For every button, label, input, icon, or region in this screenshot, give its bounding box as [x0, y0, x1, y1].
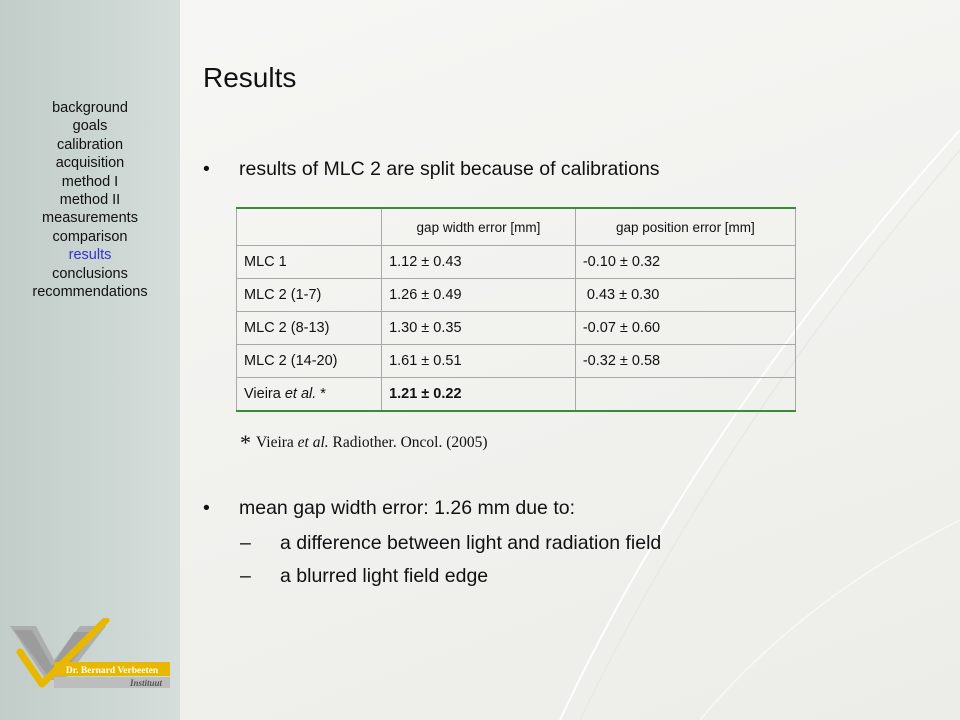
sub-bullet-light-radiation: – a difference between light and radiati…: [240, 532, 661, 555]
table-cell: 1.61 ± 0.51: [381, 344, 576, 378]
footnote-star: *: [240, 430, 251, 455]
footnote-italic: et al.: [297, 434, 329, 451]
slide-title: Results: [203, 62, 297, 93]
bullet-mean-error: • mean gap width error: 1.26 mm due to:: [203, 497, 575, 520]
table-cell: MLC 2 (1-7): [235, 278, 383, 312]
bullet-symbol: •: [203, 497, 210, 519]
bullet-calibrations: • results of MLC 2 are split because of …: [203, 158, 660, 181]
table-cell: 1.21 ± 0.22: [381, 377, 576, 412]
nav-item-method-1[interactable]: method I: [61, 173, 119, 190]
nav-item-background[interactable]: background: [52, 100, 128, 116]
table-cell: 1.26 ± 0.49: [381, 278, 576, 312]
results-table: gap width error [mm] gap position error …: [235, 207, 797, 412]
nav-item-method-2[interactable]: method II: [59, 192, 121, 209]
vieira-label-suffix: *: [316, 386, 326, 402]
nav-item-recommendations[interactable]: recommendations: [32, 284, 148, 301]
dash-symbol: –: [240, 532, 251, 554]
table-cell: MLC 1: [235, 245, 383, 279]
table-row: MLC 2 (14-20) 1.61 ± 0.51 -0.32 ± 0.58: [235, 344, 797, 378]
vieira-label-italic: et al.: [284, 386, 317, 402]
bullet-text: mean gap width error: 1.26 mm due to:: [239, 497, 576, 519]
sub-bullet-text: a difference between light and radiation…: [280, 532, 662, 554]
table-row: MLC 2 (8-13) 1.30 ± 0.35 -0.07 ± 0.60: [235, 311, 797, 345]
table-header-cell: gap position error [mm]: [574, 207, 797, 246]
table-header-cell: gap width error [mm]: [381, 207, 576, 246]
nav-item-measurements[interactable]: measurements: [42, 210, 138, 227]
table-cell: Vieira et al. *: [235, 377, 383, 412]
footnote-source: Radiother. Oncol. (2005): [328, 434, 488, 451]
table-header-row: gap width error [mm] gap position error …: [235, 207, 797, 246]
table-cell: MLC 2 (8-13): [235, 311, 383, 345]
table-row: MLC 2 (1-7) 1.26 ± 0.49 0.43 ± 0.30: [235, 278, 797, 312]
table-cell: 1.30 ± 0.35: [381, 311, 576, 345]
section-nav: background goals calibration acquisition…: [0, 99, 180, 301]
table-cell: -0.07 ± 0.60: [574, 311, 797, 345]
table-cell: 1.12 ± 0.43: [381, 245, 576, 279]
nav-item-results[interactable]: results: [68, 247, 112, 264]
footnote-author: Vieira: [256, 434, 298, 451]
institute-logo: Dr. Bernard Verbeeten Instituut: [10, 618, 170, 688]
table-cell: [574, 377, 797, 412]
table-header-cell: [235, 207, 383, 246]
table-row: MLC 1 1.12 ± 0.43 -0.10 ± 0.32: [235, 245, 797, 279]
sidebar: background goals calibration acquisition…: [0, 0, 180, 720]
bullet-text: results of MLC 2 are split because of ca…: [239, 158, 660, 180]
nav-item-goals[interactable]: goals: [72, 118, 108, 135]
dash-symbol: –: [240, 565, 251, 587]
nav-item-conclusions[interactable]: conclusions: [52, 265, 128, 282]
table-cell: MLC 2 (14-20): [235, 344, 383, 378]
nav-item-acquisition[interactable]: acquisition: [55, 155, 125, 172]
reference-footnote: * Vieira et al. Radiother. Oncol. (2005): [240, 430, 488, 456]
vieira-label-prefix: Vieira: [244, 386, 285, 402]
logo-name-text: Dr. Bernard Verbeeten: [66, 666, 159, 676]
sub-bullet-text: a blurred light field edge: [280, 565, 489, 587]
nav-item-calibration[interactable]: calibration: [56, 136, 124, 153]
nav-item-comparison[interactable]: comparison: [52, 228, 128, 245]
sub-bullet-blurred-edge: – a blurred light field edge: [240, 565, 488, 588]
logo-institute-text: Instituut: [129, 678, 163, 688]
table-cell: -0.10 ± 0.32: [574, 245, 797, 279]
bullet-symbol: •: [203, 158, 210, 180]
table-row: Vieira et al. * 1.21 ± 0.22: [235, 377, 797, 412]
table-cell: -0.32 ± 0.58: [574, 344, 797, 378]
table-cell: 0.43 ± 0.30: [574, 278, 797, 312]
